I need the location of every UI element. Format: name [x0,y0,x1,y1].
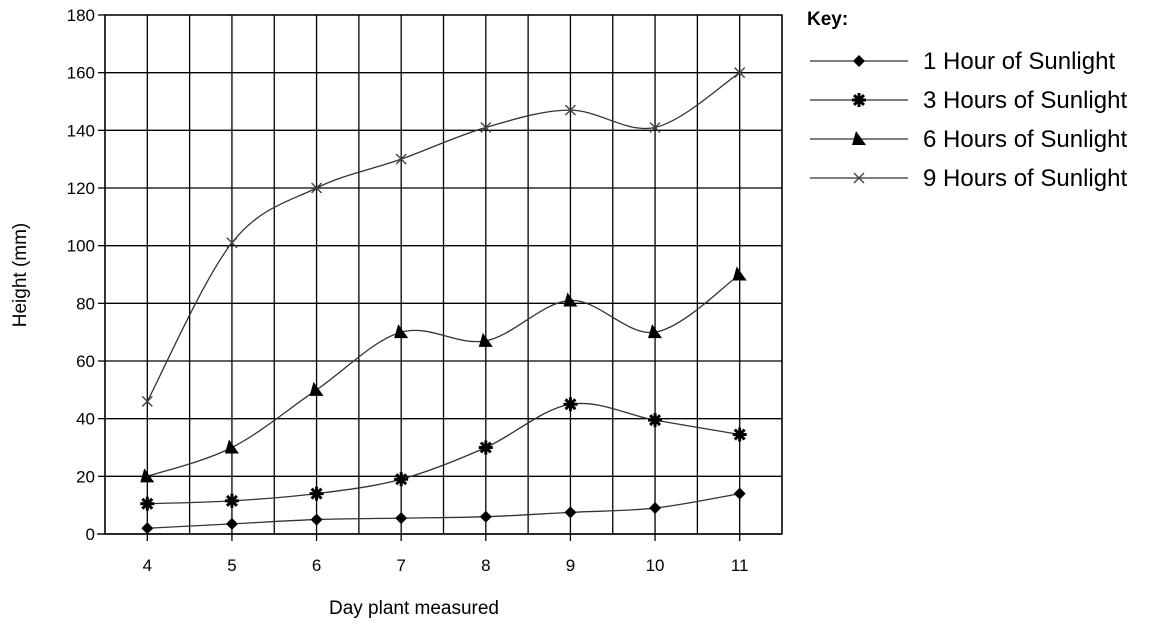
data-point [309,486,324,501]
series-4 [141,67,746,407]
data-point [394,324,409,339]
legend-label: 3 Hours of Sunlight [923,87,1127,114]
legend-item: 3 Hours of Sunlight [810,87,1127,114]
x-axis-title: Day plant measured [329,598,499,619]
tick-labels: 0 20 40 60 80 100 120 140 160 180 4 5 6 7 8 9 10 11 [67,6,749,575]
legend-item: 6 Hours of Sunlight [810,126,1127,153]
x-tick-label: 8 [481,556,490,575]
y-tick-label: 180 [67,6,95,25]
data-point [734,67,746,79]
x-tick-label: 6 [312,556,321,575]
series-line [147,273,741,477]
y-axis-title: Height (mm) [10,223,31,328]
x-tick-label: 11 [731,556,749,575]
data-point [648,413,663,428]
data-point [479,510,492,523]
legend-title: Key: [807,9,848,30]
data-point [226,237,238,249]
data-point [225,517,238,530]
x-tick-label: 10 [646,556,665,575]
data-point [310,513,323,526]
legend-item: 1 Hour of Sunlight [810,48,1115,75]
data-point [140,468,155,483]
data-point [309,381,324,396]
y-tick-label: 160 [67,64,95,83]
x-tick-label: 7 [396,556,405,575]
series-group [140,67,747,535]
series-line [147,492,740,529]
y-tick-label: 0 [86,525,95,544]
data-point [564,506,577,519]
legend-marker [852,131,866,145]
data-point [478,440,493,455]
series-3 [140,266,747,483]
data-point [480,121,492,133]
data-point [648,324,663,339]
data-point [395,153,407,165]
y-tick-label: 140 [67,121,95,140]
legend-label: 1 Hour of Sunlight [923,48,1115,75]
grid [104,14,783,535]
data-point [649,502,662,515]
x-tick-label: 4 [143,556,152,575]
legend-label: 6 Hours of Sunlight [923,126,1127,153]
y-tick-label: 100 [67,237,95,256]
data-point [564,104,576,116]
x-tick-label: 9 [566,556,575,575]
y-tick-label: 120 [67,179,95,198]
data-point [224,439,239,454]
legend-item: 9 Hours of Sunlight [810,165,1127,192]
data-point [733,487,746,500]
data-point [311,182,323,194]
data-point [395,512,408,525]
legend-marker [852,93,866,107]
data-point [141,522,154,535]
axes [97,14,783,541]
legend: Key: 1 Hour of Sunlight 3 Hours of Sunlig… [807,9,1127,192]
y-tick-label: 40 [76,410,95,429]
data-point [563,397,578,412]
data-point [478,332,493,347]
legend-label: 9 Hours of Sunlight [923,165,1127,192]
legend-marker [853,172,865,184]
legend-marker [853,55,865,67]
data-point [141,395,153,407]
data-point [732,427,747,442]
data-point [394,472,409,487]
data-point [140,496,155,511]
series-1 [141,487,746,535]
y-tick-label: 80 [76,294,95,313]
data-point [563,292,578,307]
x-tick-label: 5 [227,556,236,575]
series-2 [140,397,747,511]
y-tick-label: 20 [76,467,95,486]
y-tick-label: 60 [76,352,95,371]
data-point [649,121,661,133]
data-point [732,266,747,281]
series-line [147,402,740,505]
data-point [224,493,239,508]
